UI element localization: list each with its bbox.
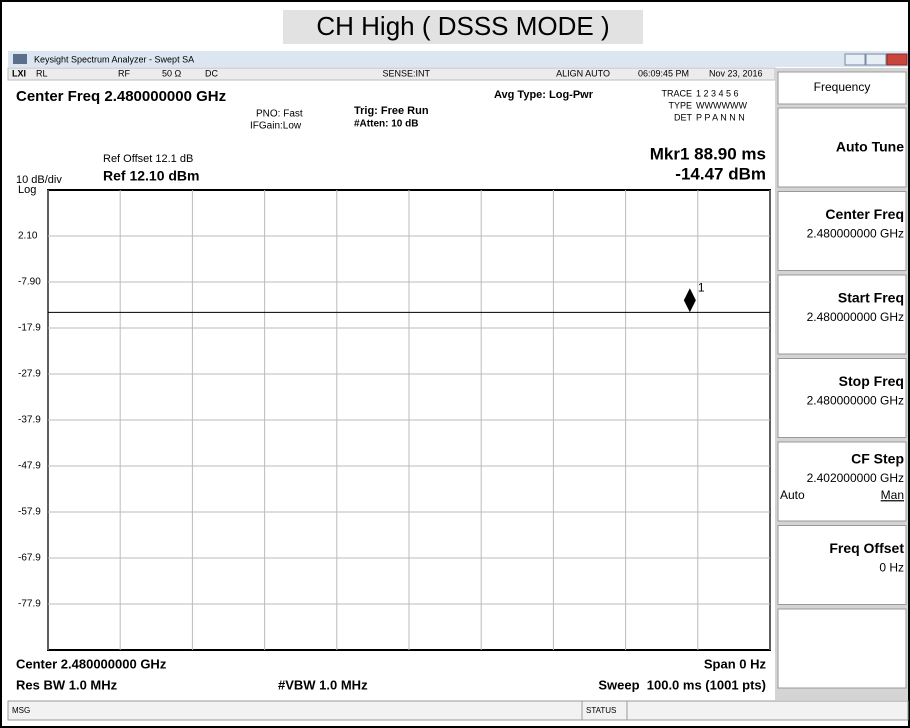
status-sense: SENSE:INT	[382, 68, 430, 78]
footer-sweep: Sweep 100.0 ms (1001 pts)	[598, 677, 766, 692]
softkey-value: 0 Hz	[879, 561, 904, 575]
y-tick-label: -47.9	[18, 461, 41, 472]
softkey-label: Freq Offset	[829, 540, 904, 556]
avg-type: Avg Type: Log-Pwr	[494, 89, 594, 101]
softkey-title: Frequency	[814, 80, 871, 94]
ifgain: IFGain:Low	[250, 121, 302, 132]
minimize-button[interactable]	[844, 53, 866, 66]
status-time: 06:09:45 PM	[638, 68, 689, 78]
trig: Trig: Free Run	[354, 105, 429, 117]
softkey-value: 2.480000000 GHz	[807, 227, 904, 241]
softkey-value: 2.480000000 GHz	[807, 310, 904, 324]
ref-level: Ref 12.10 dBm	[103, 168, 199, 184]
window-bar	[8, 51, 908, 67]
softkey-value: 2.480000000 GHz	[807, 394, 904, 408]
close-button[interactable]	[886, 53, 908, 66]
status-align: ALIGN AUTO	[556, 68, 610, 78]
status-impedance: 50 Ω	[162, 68, 182, 78]
plot: 2.10 -7.90 -17.9 -27.9 -37.9 -47.9 -57.9 -67.9 -…	[18, 190, 771, 650]
title-highlight	[283, 10, 643, 44]
softkey-value: 2.402000000 GHz	[807, 471, 904, 485]
marker-diamond	[683, 288, 696, 313]
pno: PNO: Fast	[256, 109, 303, 120]
det-label: DET	[674, 112, 693, 122]
app-icon	[13, 54, 27, 64]
lxi-icon: LXI	[12, 68, 26, 78]
y-tick-label: -7.90	[18, 277, 41, 288]
window-title: Keysight Spectrum Analyzer - Swept SA	[34, 54, 194, 64]
type-list: WWWWWW	[696, 100, 747, 110]
msg-bar	[7, 700, 909, 721]
softkey[interactable]	[777, 441, 907, 522]
softkey-label: Center Freq	[825, 206, 904, 222]
footer-span: Span 0 Hz	[704, 656, 767, 671]
softkeys: Auto Tune Center Freq 2.480000000 GHz Start…	[777, 107, 907, 689]
softkey-label: CF Step	[851, 451, 904, 467]
footer-res-bw: Res BW 1.0 MHz	[16, 677, 118, 692]
trace-label: TRACE	[661, 88, 692, 98]
trace-list: 1 2 3 4 5 6	[696, 88, 739, 98]
y-tick-label: -77.9	[18, 599, 41, 610]
status-rf: RF	[118, 68, 130, 78]
atten: #Atten: 10 dB	[354, 119, 418, 130]
status-label: STATUS	[586, 706, 616, 715]
scale-div: 10 dB/div	[16, 174, 62, 186]
scale-log: Log	[18, 184, 36, 196]
det-list: P P A N N N	[696, 112, 745, 122]
footer-center: Center 2.480000000 GHz	[16, 656, 167, 671]
y-tick-label: -57.9	[18, 507, 41, 518]
softkey-option: Man	[881, 488, 904, 502]
softkey[interactable]	[777, 608, 907, 689]
marker-name: Mkr1 88.90 ms	[650, 144, 766, 163]
softkey[interactable]	[777, 525, 907, 605]
softkey[interactable]	[777, 358, 907, 438]
y-tick-label: -17.9	[18, 323, 41, 334]
y-tick-label: 2.10	[18, 231, 38, 242]
y-tick-label: -27.9	[18, 369, 41, 380]
ref-offset: Ref Offset 12.1 dB	[103, 153, 193, 165]
marker-value: -14.47 dBm	[675, 164, 766, 183]
page-title: CH High ( DSSS MODE )	[316, 11, 609, 41]
softkey-label: Stop Freq	[839, 373, 904, 389]
softkey[interactable]	[777, 107, 907, 188]
maximize-button[interactable]	[865, 53, 887, 66]
msg-label: MSG	[12, 706, 30, 715]
status-coupling: DC	[205, 68, 218, 78]
softkey-title-box	[777, 71, 907, 105]
status-date: Nov 23, 2016	[709, 68, 763, 78]
softkey-option: Auto	[780, 488, 805, 502]
softkey-label: Start Freq	[838, 290, 904, 306]
footer-vbw: #VBW 1.0 MHz	[278, 677, 368, 692]
marker-label: 1	[698, 280, 705, 294]
softkey[interactable]	[777, 191, 907, 271]
y-tick-label: -37.9	[18, 415, 41, 426]
type-label: TYPE	[668, 100, 692, 110]
center-freq: Center Freq 2.480000000 GHz	[16, 88, 226, 105]
softkey-label: Auto Tune	[836, 139, 904, 155]
softkey[interactable]	[777, 274, 907, 355]
status-rl: RL	[36, 68, 48, 78]
y-tick-label: -67.9	[18, 553, 41, 564]
